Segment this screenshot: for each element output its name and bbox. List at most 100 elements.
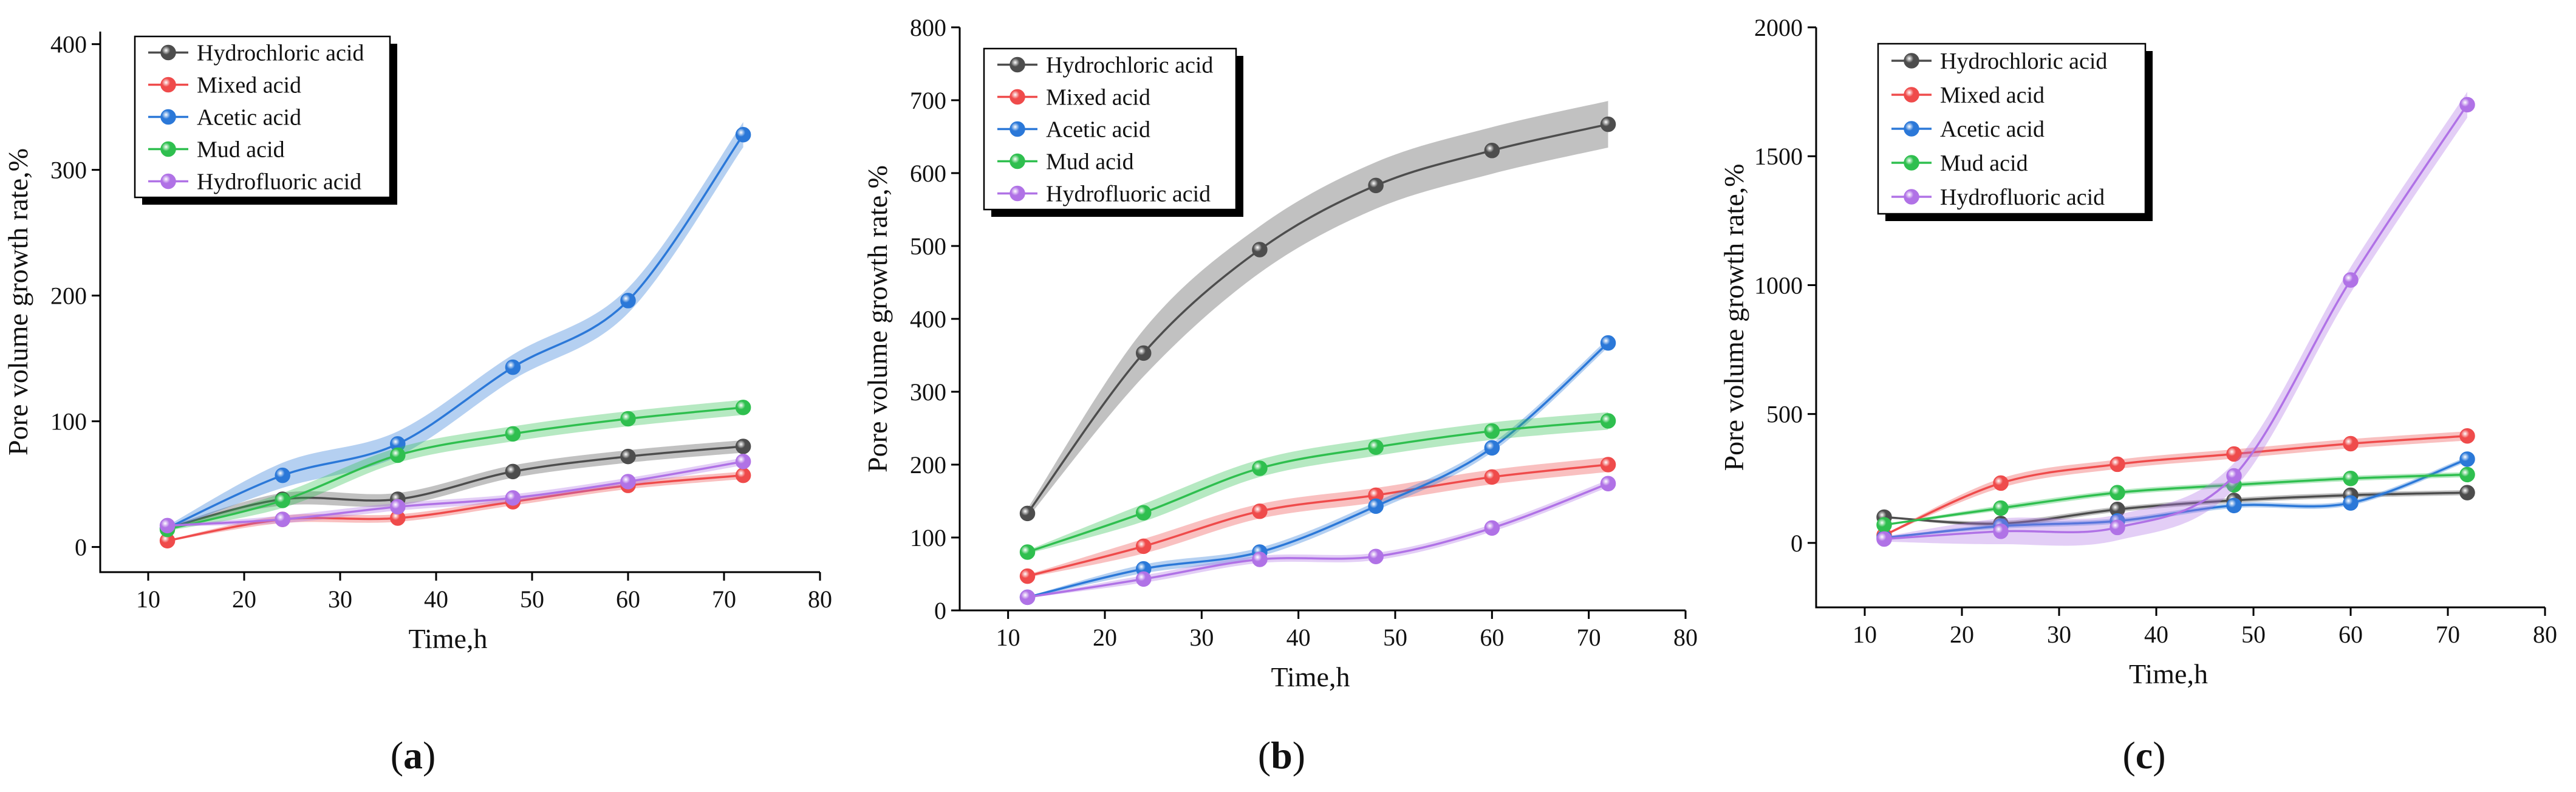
- legend-label: Mud acid: [1046, 149, 1134, 175]
- y-axis-title: Pore volume growth rate,%: [862, 165, 893, 473]
- chart-panel-a: 10 20 30 40 50 60 70 80 0 100 200 300 400 Time,h Pore …: [2, 31, 832, 777]
- x-tick-label: 20: [232, 585, 256, 613]
- data-point: [2110, 456, 2125, 473]
- data-point: [1600, 476, 1616, 491]
- x-axis-title: Time,h: [2129, 658, 2208, 689]
- y-tick-label: 400: [50, 31, 87, 58]
- panel-label-open-paren: (: [1258, 734, 1271, 777]
- series-hydrofluoric-acid: [1019, 476, 1616, 606]
- data-point: [1019, 544, 1036, 560]
- data-point: [735, 454, 751, 469]
- chart-panel-c: 10 20 30 40 50 60 70 80 0 500 1000 1500 2000 Time,h Po…: [1718, 14, 2557, 777]
- data-point: [1135, 505, 1152, 521]
- data-point: [1368, 498, 1384, 514]
- series-mixed-acid: [1876, 428, 2475, 543]
- confidence-band: [167, 440, 743, 530]
- data-point: [505, 490, 521, 506]
- x-tick-label: 70: [1577, 624, 1601, 651]
- legend-label: Hydrochloric acid: [1940, 49, 2107, 74]
- data-point: [1019, 568, 1036, 584]
- data-point: [1993, 475, 2009, 491]
- panel-label-open-paren: (: [2122, 734, 2135, 777]
- data-point: [620, 411, 636, 427]
- chart-panel-b: 10 20 30 40 50 60 70 80010020030040050060070080…: [862, 14, 1698, 777]
- series-line: [1027, 482, 1609, 599]
- data-point: [505, 463, 521, 480]
- series-line: [1884, 434, 2468, 536]
- data-point: [2226, 468, 2242, 484]
- x-tick-label: 10: [136, 585, 160, 613]
- y-tick-label: 100: [910, 524, 946, 551]
- x-axis-title: Time,h: [1271, 661, 1350, 692]
- data-point: [2459, 451, 2475, 467]
- data-point: [1019, 505, 1036, 522]
- x-tick-label: 30: [2047, 621, 2071, 648]
- data-point: [159, 517, 176, 534]
- data-point: [1484, 469, 1500, 485]
- series-line: [1027, 420, 1608, 553]
- data-point: [2110, 519, 2125, 536]
- y-tick-label: 600: [910, 160, 946, 187]
- data-point: [2226, 497, 2242, 514]
- data-point: [505, 426, 521, 442]
- data-point: [1484, 143, 1500, 159]
- y-tick-label: 0: [934, 597, 946, 624]
- y-tick-label: 800: [910, 14, 946, 41]
- data-point: [1484, 440, 1500, 456]
- legend-label: Mixed acid: [1940, 83, 2045, 108]
- x-tick-label: 40: [1286, 624, 1311, 651]
- x-tick-label: 70: [712, 585, 736, 613]
- panel-label-close-paren: ): [423, 734, 436, 777]
- series-mud-acid: [159, 400, 751, 538]
- legend-marker: [160, 109, 176, 125]
- legend-label: Mixed acid: [197, 73, 301, 98]
- x-axis-title: Time,h: [409, 623, 488, 654]
- y-tick-label: 1500: [1754, 143, 1803, 170]
- x-tick-label: 40: [424, 585, 448, 613]
- legend-marker: [1904, 121, 1919, 137]
- x-tick-label: 50: [1383, 624, 1407, 651]
- x-tick-label: 80: [1673, 624, 1698, 651]
- data-point: [2459, 466, 2475, 483]
- y-tick-label: 300: [910, 378, 946, 406]
- data-point: [620, 448, 636, 465]
- legend-marker: [1010, 185, 1025, 202]
- data-point: [390, 447, 406, 463]
- y-tick-label: 500: [910, 233, 946, 260]
- x-tick-label: 40: [2144, 621, 2168, 648]
- series-line: [167, 406, 743, 531]
- data-point: [1600, 413, 1616, 429]
- data-point: [1368, 177, 1384, 194]
- series-line: [167, 460, 743, 527]
- data-point: [2110, 485, 2125, 500]
- series-mud-acid: [1876, 466, 2475, 533]
- legend-label: Acetic acid: [197, 105, 301, 131]
- legend-marker: [1010, 153, 1025, 169]
- y-tick-label: 2000: [1754, 14, 1803, 41]
- series-mud-acid: [1019, 412, 1616, 560]
- data-point: [2459, 485, 2475, 500]
- data-point: [1600, 457, 1616, 473]
- legend-label: Hydrochloric acid: [1046, 53, 1213, 78]
- data-point: [735, 126, 751, 143]
- series-mixed-acid: [1019, 457, 1616, 584]
- data-point: [275, 467, 290, 483]
- legend-marker: [160, 44, 176, 61]
- x-tick-label: 60: [2339, 621, 2363, 648]
- legend-label: Hydrochloric acid: [197, 41, 364, 66]
- legend-label: Acetic acid: [1046, 117, 1150, 143]
- legend-label: Hydrofluoric acid: [1046, 182, 1211, 207]
- y-tick-label: 0: [1791, 530, 1803, 557]
- data-point: [2226, 446, 2242, 462]
- data-point: [2343, 471, 2359, 486]
- data-point: [1368, 548, 1384, 564]
- data-point: [1252, 242, 1268, 258]
- data-point: [1876, 531, 1892, 547]
- y-tick-label: 0: [75, 534, 87, 561]
- legend: Hydrochloric acid Mixed acid Acetic acid Mu…: [983, 47, 1243, 217]
- legend-marker: [1010, 121, 1025, 137]
- series-hydrofluoric-acid: [1876, 92, 2475, 547]
- y-axis-title: Pore volume growth rate,%: [1718, 164, 1749, 471]
- y-tick-label: 400: [910, 306, 946, 333]
